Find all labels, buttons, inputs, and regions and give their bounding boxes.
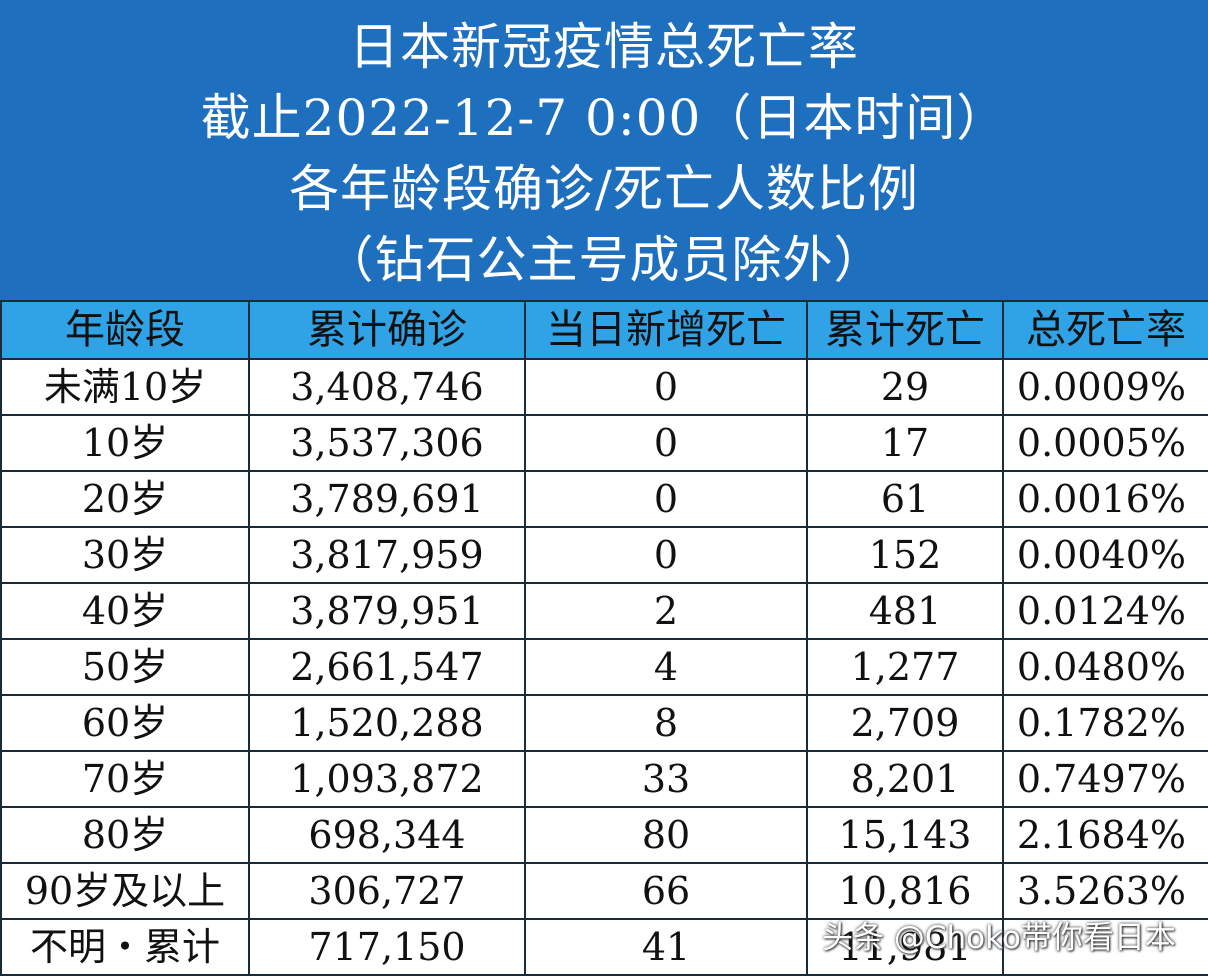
cell-cumulative-cases: 3,789,691 — [248, 470, 526, 528]
table-row: 40岁 3,879,951 2 481 0.0124% — [0, 582, 1208, 640]
table-row: 不明・累计 717,150 41 11,981 — [0, 918, 1208, 976]
cell-cumulative-cases: 1,520,288 — [248, 694, 526, 752]
table-row: 80岁 698,344 80 15,143 2.1684% — [0, 806, 1208, 864]
table-row: 未满10岁 3,408,746 0 29 0.0009% — [0, 358, 1208, 416]
table-row: 20岁 3,789,691 0 61 0.0016% — [0, 470, 1208, 528]
table-row: 30岁 3,817,959 0 152 0.0040% — [0, 526, 1208, 584]
cell-new-deaths: 0 — [524, 414, 808, 472]
cell-fatality-rate: 0.0009% — [1002, 358, 1208, 416]
header-age-group: 年龄段 — [0, 300, 250, 360]
header-cumulative-deaths: 累计死亡 — [806, 300, 1004, 360]
cell-fatality-rate: 0.0480% — [1002, 638, 1208, 696]
cell-new-deaths: 41 — [524, 918, 808, 976]
cell-cumulative-cases: 717,150 — [248, 918, 526, 976]
cell-age-group: 50岁 — [0, 638, 250, 696]
cell-age-group: 40岁 — [0, 582, 250, 640]
cell-fatality-rate — [1002, 918, 1208, 976]
cell-age-group: 未满10岁 — [0, 358, 250, 416]
cell-cumulative-deaths: 11,981 — [806, 918, 1004, 976]
cell-age-group: 30岁 — [0, 526, 250, 584]
cell-cumulative-deaths: 10,816 — [806, 862, 1004, 920]
header-new-deaths: 当日新增死亡 — [524, 300, 808, 360]
cell-new-deaths: 0 — [524, 526, 808, 584]
cell-new-deaths: 66 — [524, 862, 808, 920]
cell-cumulative-cases: 3,879,951 — [248, 582, 526, 640]
cell-age-group: 不明・累计 — [0, 918, 250, 976]
cell-cumulative-cases: 3,817,959 — [248, 526, 526, 584]
table-row: 90岁及以上 306,727 66 10,816 3.5263% — [0, 862, 1208, 920]
cell-fatality-rate: 2.1684% — [1002, 806, 1208, 864]
header-row: 年龄段 累计确诊 当日新增死亡 累计死亡 总死亡率 — [0, 300, 1208, 360]
cell-cumulative-deaths: 15,143 — [806, 806, 1004, 864]
table-row: 70岁 1,093,872 33 8,201 0.7497% — [0, 750, 1208, 808]
title-subtitle: 各年龄段确诊/死亡人数比例 — [289, 160, 919, 218]
cell-age-group: 60岁 — [0, 694, 250, 752]
table-row: 10岁 3,537,306 0 17 0.0005% — [0, 414, 1208, 472]
cell-cumulative-cases: 2,661,547 — [248, 638, 526, 696]
watermark: 头条 @Choko带你看日本 — [822, 920, 1176, 956]
cell-fatality-rate: 0.0124% — [1002, 582, 1208, 640]
cell-age-group: 90岁及以上 — [0, 862, 250, 920]
cell-cumulative-cases: 3,408,746 — [248, 358, 526, 416]
cell-new-deaths: 2 — [524, 582, 808, 640]
table-row: 50岁 2,661,547 4 1,277 0.0480% — [0, 638, 1208, 696]
header-cumulative-cases: 累计确诊 — [248, 300, 526, 360]
cell-cumulative-deaths: 8,201 — [806, 750, 1004, 808]
cell-cumulative-deaths: 61 — [806, 470, 1004, 528]
cell-cumulative-cases: 306,727 — [248, 862, 526, 920]
cell-fatality-rate: 0.1782% — [1002, 694, 1208, 752]
cell-new-deaths: 80 — [524, 806, 808, 864]
cell-cumulative-deaths: 481 — [806, 582, 1004, 640]
cell-new-deaths: 0 — [524, 470, 808, 528]
title-date: 截止2022-12-7 0:00（日本时间） — [200, 89, 1008, 147]
cell-fatality-rate: 3.5263% — [1002, 862, 1208, 920]
cell-fatality-rate: 0.0016% — [1002, 470, 1208, 528]
cell-cumulative-deaths: 2,709 — [806, 694, 1004, 752]
table-row: 60岁 1,520,288 8 2,709 0.1782% — [0, 694, 1208, 752]
cell-cumulative-cases: 1,093,872 — [248, 750, 526, 808]
mortality-table: 年龄段 累计确诊 当日新增死亡 累计死亡 总死亡率 未满10岁 3,408,746… — [0, 300, 1208, 976]
cell-cumulative-cases: 3,537,306 — [248, 414, 526, 472]
cell-new-deaths: 8 — [524, 694, 808, 752]
title-note: （钻石公主号成员除外） — [323, 231, 885, 289]
cell-age-group: 10岁 — [0, 414, 250, 472]
cell-cumulative-deaths: 17 — [806, 414, 1004, 472]
cell-cumulative-deaths: 152 — [806, 526, 1004, 584]
cell-cumulative-deaths: 29 — [806, 358, 1004, 416]
title-banner: 日本新冠疫情总死亡率 截止2022-12-7 0:00（日本时间） 各年龄段确诊… — [0, 0, 1208, 300]
header-fatality-rate: 总死亡率 — [1002, 300, 1208, 360]
cell-cumulative-deaths: 1,277 — [806, 638, 1004, 696]
cell-fatality-rate: 0.7497% — [1002, 750, 1208, 808]
cell-cumulative-cases: 698,344 — [248, 806, 526, 864]
cell-new-deaths: 0 — [524, 358, 808, 416]
cell-age-group: 20岁 — [0, 470, 250, 528]
title-main: 日本新冠疫情总死亡率 — [349, 18, 859, 76]
cell-age-group: 80岁 — [0, 806, 250, 864]
cell-age-group: 70岁 — [0, 750, 250, 808]
cell-fatality-rate: 0.0040% — [1002, 526, 1208, 584]
cell-new-deaths: 33 — [524, 750, 808, 808]
cell-new-deaths: 4 — [524, 638, 808, 696]
cell-fatality-rate: 0.0005% — [1002, 414, 1208, 472]
